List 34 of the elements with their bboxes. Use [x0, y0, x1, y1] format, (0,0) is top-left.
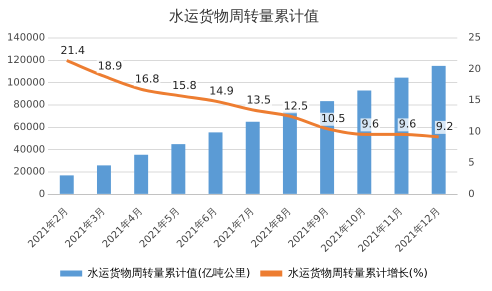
- bar: [134, 154, 148, 194]
- data-label: 9.6: [398, 118, 416, 131]
- y-tick-label: 80000: [13, 100, 46, 111]
- bar: [60, 175, 74, 194]
- chart-title: 水运货物周转量累计值: [169, 6, 319, 25]
- data-label: 9.2: [436, 120, 454, 134]
- data-label: 10.5: [320, 112, 346, 126]
- bar: [246, 122, 260, 194]
- y2-tick-label: 20: [468, 64, 482, 75]
- y2-tick-label: 10: [468, 126, 482, 138]
- y2-tick-label: 15: [468, 95, 482, 106]
- data-label: 15.8: [172, 78, 197, 92]
- y-tick-label: 20000: [13, 166, 46, 178]
- data-label: 13.5: [246, 93, 271, 106]
- bar: [208, 132, 223, 194]
- y-tick-label: 100000: [6, 77, 46, 88]
- data-label: 9.6: [362, 118, 380, 131]
- data-label: 12.5: [284, 100, 308, 113]
- data-label: 21.4: [60, 44, 86, 57]
- data-label: 14.9: [209, 84, 234, 98]
- data-label: 16.8: [134, 72, 160, 86]
- y-tick-label: 40000: [13, 144, 46, 156]
- legend-label: 水运货物周转量累计值(亿吨公里): [88, 266, 250, 280]
- bar: [171, 144, 186, 194]
- bar: [96, 165, 111, 194]
- y2-tick-label: 0: [468, 188, 475, 200]
- data-label: 18.9: [98, 60, 122, 73]
- y-tick-label: 60000: [13, 122, 46, 133]
- legend-label: 水运货物周转量累计增长(%): [288, 266, 428, 280]
- y2-tick-label: 25: [468, 32, 482, 44]
- y-tick-label: 140000: [6, 32, 46, 44]
- y-tick-label: 0: [38, 188, 46, 200]
- y-tick-label: 120000: [6, 54, 46, 66]
- y2-tick-label: 5: [468, 158, 475, 169]
